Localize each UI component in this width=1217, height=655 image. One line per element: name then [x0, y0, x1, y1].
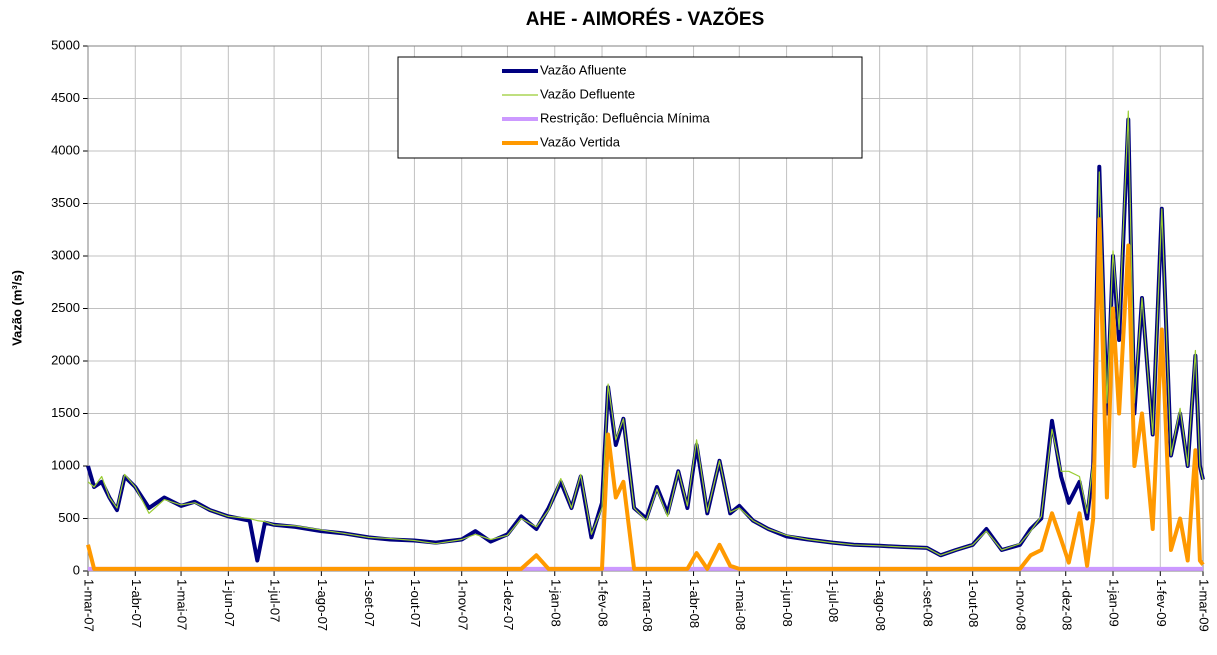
y-tick-label: 3500 — [51, 195, 80, 210]
plot-frame — [87, 45, 1204, 572]
chart-title: AHE - AIMORÉS - VAZÕES — [526, 8, 765, 30]
x-tick-label: 1-nov-08 — [1014, 579, 1029, 630]
y-tick-label: 1500 — [51, 405, 80, 420]
x-tick-label: 1-abr-07 — [129, 579, 144, 628]
legend-label: Vazão Afluente — [540, 62, 627, 77]
y-tick-label: 4500 — [51, 90, 80, 105]
x-tick-label: 1-nov-07 — [455, 579, 470, 630]
x-tick-label: 1-ago-08 — [873, 579, 888, 631]
x-tick-label: 1-dez-07 — [501, 579, 516, 630]
y-axis-label: Vazão (m³/s) — [9, 270, 24, 346]
y-tick-label: 1000 — [51, 457, 80, 472]
y-tick-label: 5000 — [51, 37, 80, 52]
legend-label: Vazão Defluente — [540, 86, 635, 101]
series-line — [86, 217, 1205, 571]
legend-label: Vazão Vertida — [540, 134, 621, 149]
x-tick-label: 1-jul-08 — [826, 579, 841, 622]
x-tick-label: 1-jun-07 — [222, 579, 237, 627]
y-tick-label: 4000 — [51, 142, 80, 157]
legend-label: Restrição: Defluência Mínima — [540, 110, 711, 125]
x-tick-label: 1-abr-08 — [687, 579, 702, 628]
x-tick-label: 1-mar-07 — [82, 579, 97, 632]
y-tick-label: 2000 — [51, 352, 80, 367]
legend-box — [397, 56, 863, 159]
x-tick-label: 1-out-07 — [408, 579, 423, 627]
x-tick-label: 1-set-07 — [362, 579, 377, 627]
x-tick-label: 1-mar-09 — [1197, 579, 1212, 632]
x-tick-label: 1-mai-08 — [733, 579, 748, 630]
series-line — [86, 117, 1205, 563]
x-tick-label: 1-jan-09 — [1107, 579, 1122, 627]
x-tick-label: 1-mai-07 — [175, 579, 190, 630]
series-line — [87, 110, 1204, 556]
x-tick-label: 1-fev-09 — [1154, 579, 1169, 627]
y-tick-label: 0 — [73, 562, 80, 577]
x-tick-label: 1-set-08 — [920, 579, 935, 627]
y-tick-label: 2500 — [51, 300, 80, 315]
x-tick-label: 1-dez-08 — [1059, 579, 1074, 630]
y-tick-label: 500 — [58, 510, 80, 525]
x-tick-label: 1-jan-08 — [548, 579, 563, 627]
x-tick-label: 1-jun-08 — [780, 579, 795, 627]
x-tick-label: 1-ago-07 — [315, 579, 330, 631]
x-tick-label: 1-fev-08 — [596, 579, 611, 627]
x-tick-label: 1-mar-08 — [640, 579, 655, 632]
x-tick-label: 1-out-08 — [966, 579, 981, 627]
x-tick-label: 1-jul-07 — [268, 579, 283, 622]
y-tick-label: 3000 — [51, 247, 80, 262]
